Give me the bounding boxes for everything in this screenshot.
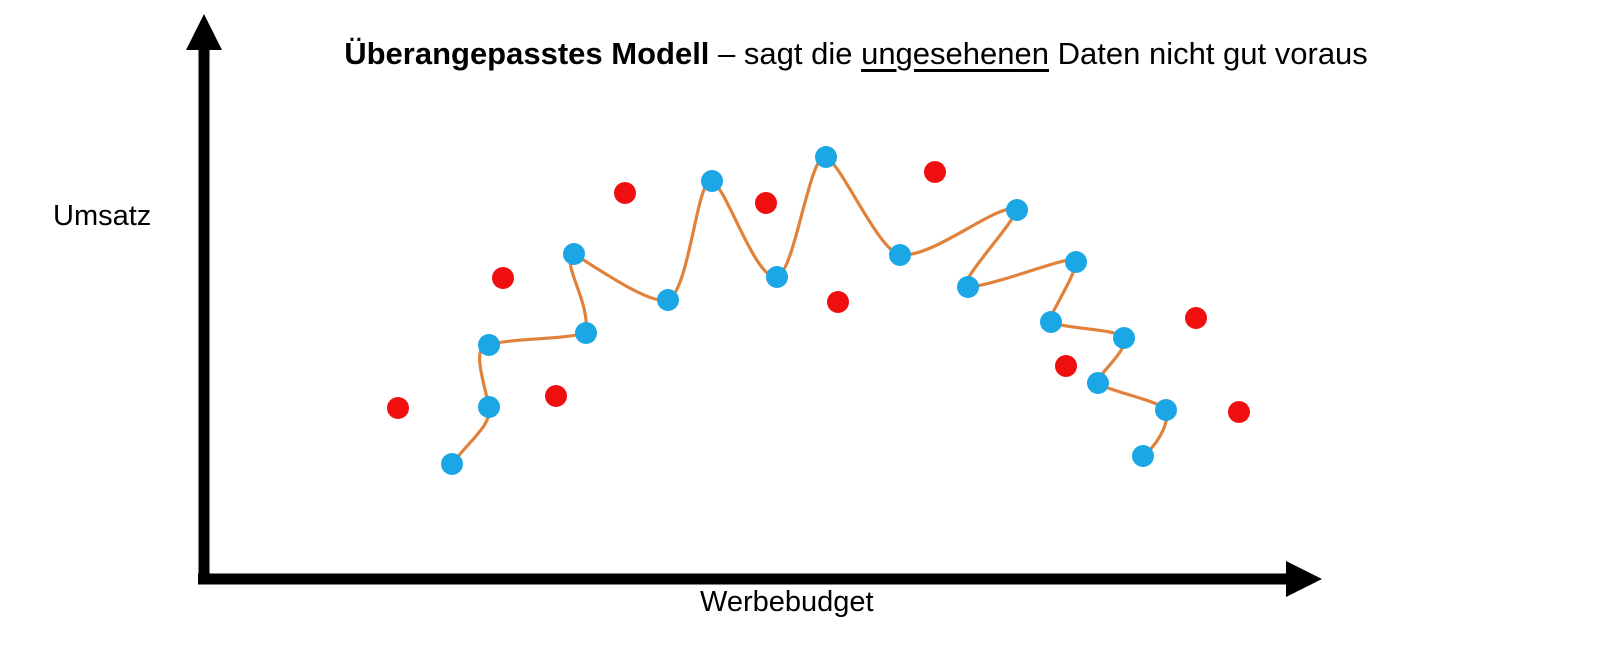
training-point (563, 243, 585, 265)
training-point (575, 322, 597, 344)
training-point (1087, 372, 1109, 394)
test-point (1185, 307, 1207, 329)
x-axis-label: Werbebudget (700, 586, 874, 618)
training-point (478, 396, 500, 418)
test-point (755, 192, 777, 214)
test-point (827, 291, 849, 313)
training-point (701, 170, 723, 192)
training-point (657, 289, 679, 311)
overfit-curve (450, 155, 1169, 466)
y-axis-arrow-icon (186, 14, 222, 50)
test-point (924, 161, 946, 183)
training-point (1006, 199, 1028, 221)
training-point (441, 453, 463, 475)
training-point (1065, 251, 1087, 273)
training-point (1040, 311, 1062, 333)
y-axis-label: Umsatz (53, 200, 152, 232)
x-axis-arrow-icon (1286, 561, 1322, 597)
training-point (1113, 327, 1135, 349)
chart-title: Überangepasstes Modell – sagt die ungese… (0, 36, 1616, 72)
title-dash: – sagt die (709, 36, 862, 71)
test-point (387, 397, 409, 419)
test-point (1055, 355, 1077, 377)
training-point (1132, 445, 1154, 467)
test-point (1228, 401, 1250, 423)
title-rest: Daten nicht gut voraus (1049, 36, 1368, 71)
title-underlined: ungesehenen (861, 36, 1049, 71)
test-point (614, 182, 636, 204)
test-point (545, 385, 567, 407)
training-point (478, 334, 500, 356)
title-bold: Überangepasstes Modell (344, 36, 710, 71)
training-point (766, 266, 788, 288)
test-points (387, 161, 1250, 423)
training-points (441, 146, 1177, 475)
training-point (957, 276, 979, 298)
test-point (492, 267, 514, 289)
training-point (1155, 399, 1177, 421)
training-point (815, 146, 837, 168)
training-point (889, 244, 911, 266)
